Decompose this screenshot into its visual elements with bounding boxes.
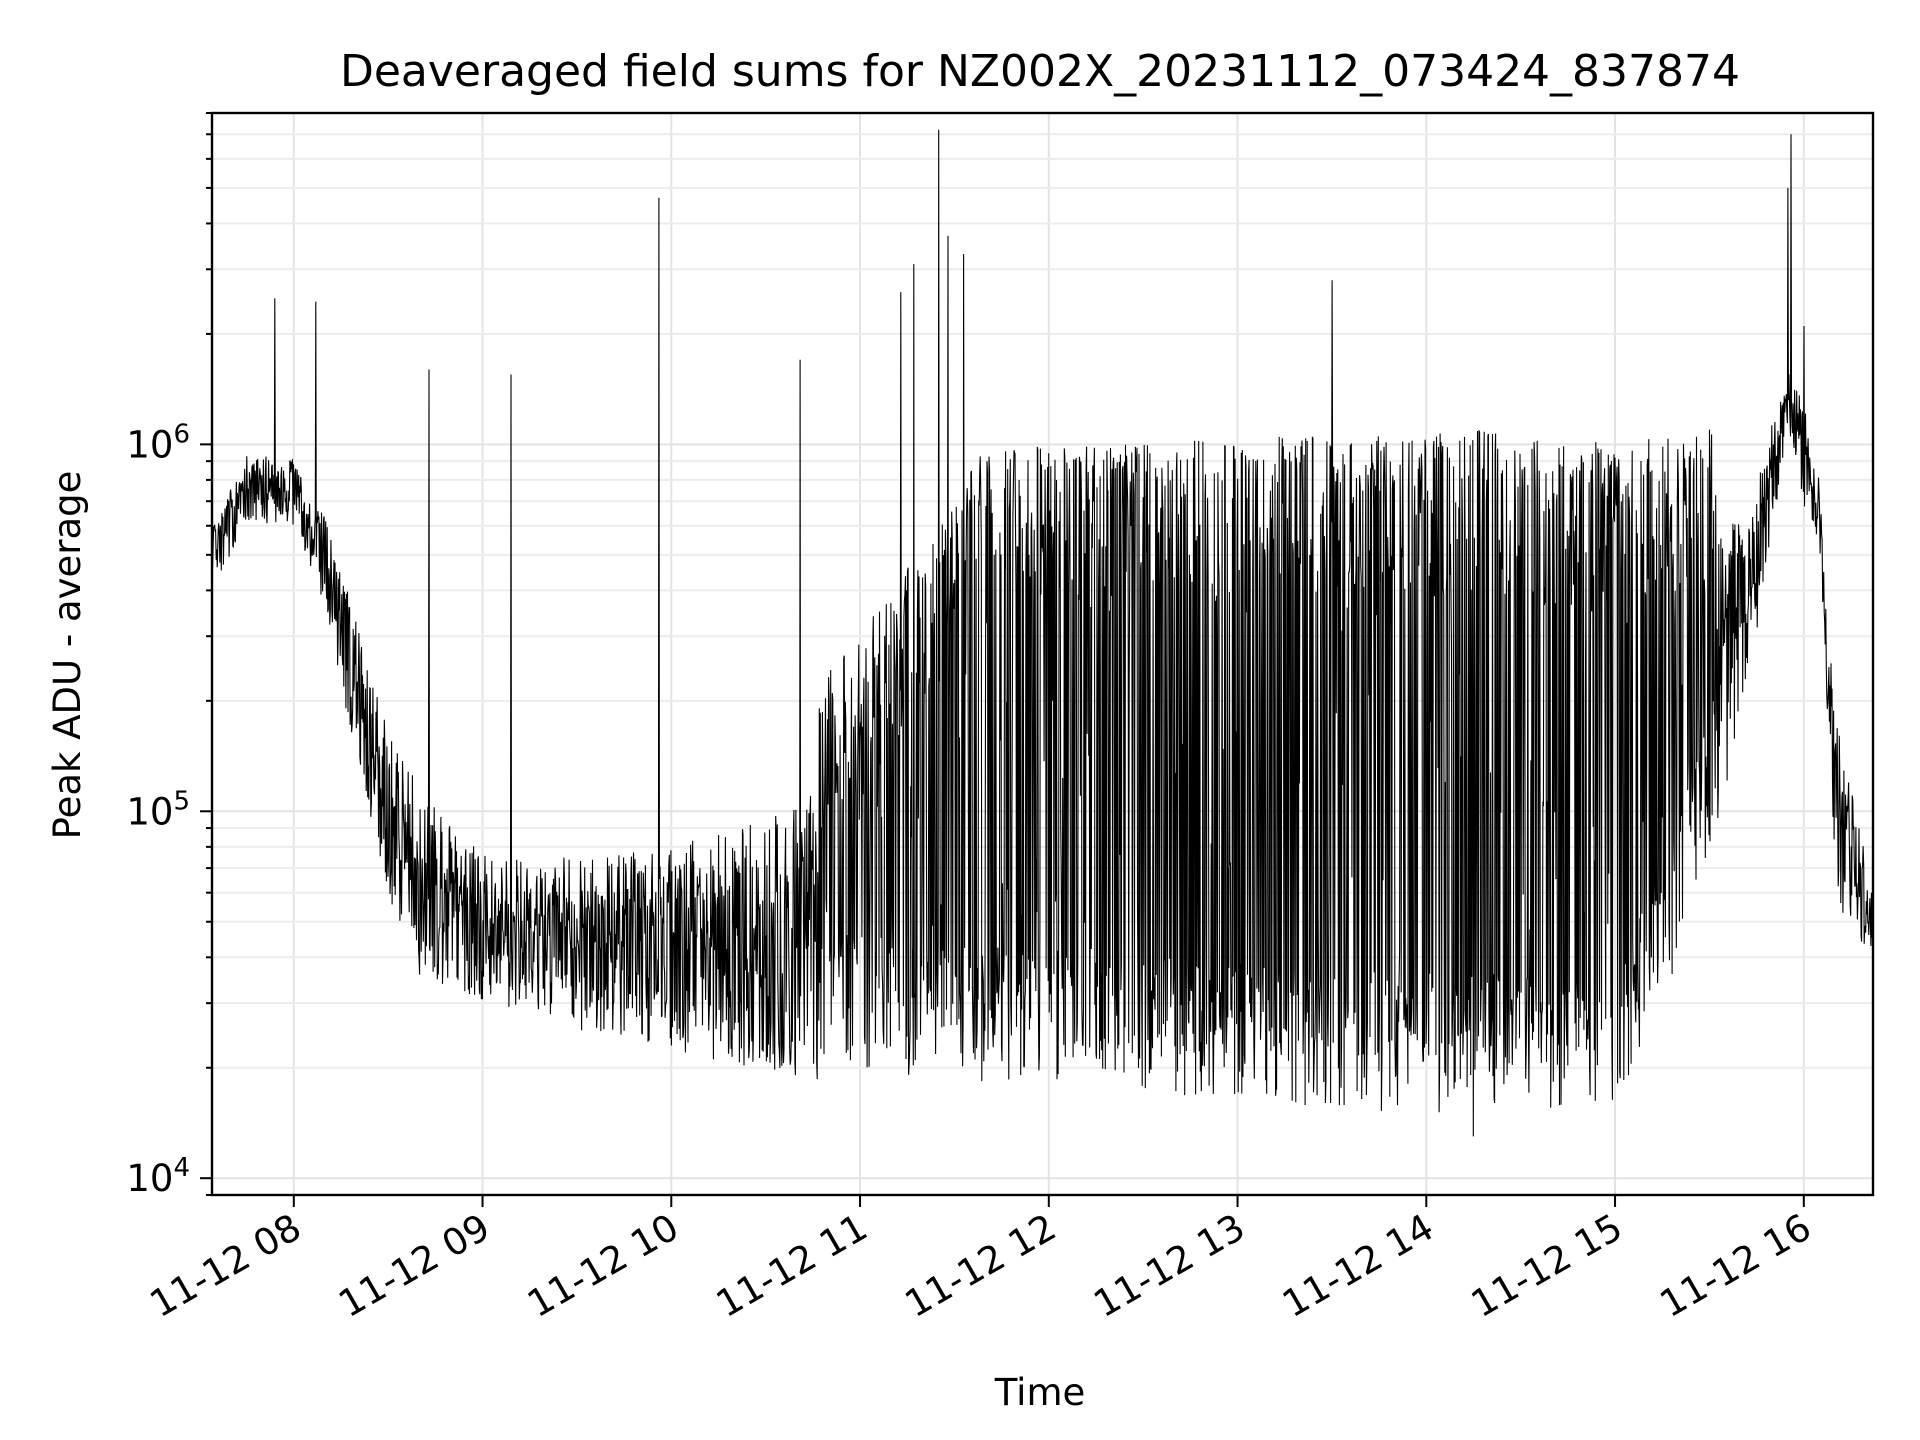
x-tick-label: 11-12 12 bbox=[898, 1206, 1064, 1326]
series-line bbox=[211, 129, 1874, 1137]
x-tick-label: 11-12 08 bbox=[143, 1206, 309, 1326]
y-axis-label: Peak ADU - average bbox=[46, 471, 89, 840]
x-tick-label: 11-12 14 bbox=[1275, 1206, 1441, 1326]
axes-frame bbox=[210, 111, 1875, 1197]
x-tick-label: 11-12 16 bbox=[1653, 1206, 1819, 1326]
x-axis-label: Time bbox=[994, 1371, 1086, 1414]
x-tick-label: 11-12 11 bbox=[709, 1206, 875, 1326]
tick-marks bbox=[200, 112, 1805, 1207]
y-tick-label: 104 bbox=[126, 1153, 190, 1200]
plot-frame bbox=[210, 111, 1875, 1197]
x-tick-label: 11-12 15 bbox=[1464, 1206, 1630, 1326]
x-tick-label: 11-12 10 bbox=[520, 1206, 686, 1326]
series-layer bbox=[211, 129, 1874, 1137]
x-tick-label: 11-12 13 bbox=[1086, 1206, 1252, 1326]
chart-title: Deaveraged field sums for NZ002X_2023111… bbox=[340, 46, 1740, 97]
y-tick-label: 106 bbox=[126, 419, 190, 466]
y-tick-label: 105 bbox=[126, 786, 190, 833]
x-tick-label: 11-12 09 bbox=[331, 1206, 497, 1326]
